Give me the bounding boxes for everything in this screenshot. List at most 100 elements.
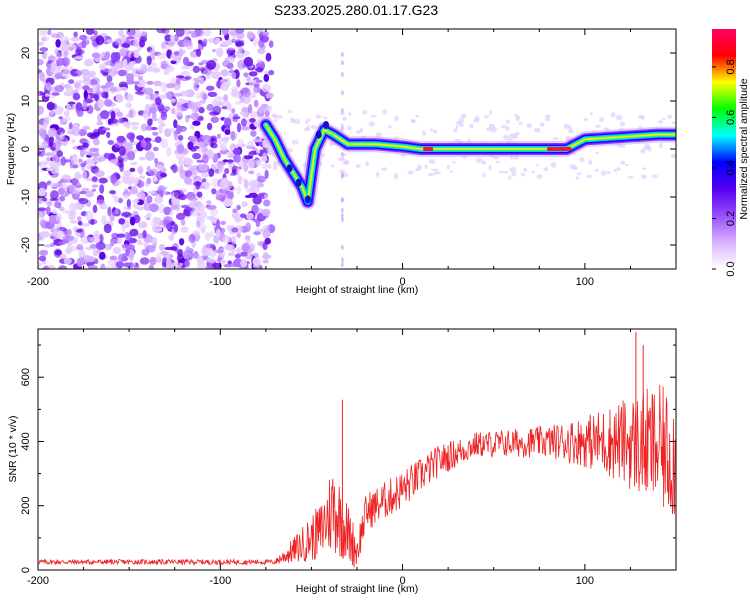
noise-blob <box>79 34 88 41</box>
noise-blob <box>138 242 147 246</box>
noise-blob <box>123 221 130 228</box>
noise-blob <box>143 137 152 143</box>
halo-blob <box>640 116 646 120</box>
noise-blob <box>265 92 274 99</box>
noise-blob <box>227 190 234 201</box>
noise-blob <box>46 101 55 111</box>
noise-blob <box>58 116 63 120</box>
noise-blob <box>61 209 70 214</box>
halo-blob <box>588 159 593 166</box>
noise-blob <box>205 247 214 252</box>
noise-blob <box>90 218 95 225</box>
halo-blob <box>595 124 601 128</box>
noise-blob <box>194 29 202 37</box>
noise-blob <box>222 60 229 66</box>
noise-blob <box>75 228 83 233</box>
noise-blob <box>158 243 165 251</box>
noise-blob <box>83 149 88 155</box>
tick-label: 20 <box>20 47 32 59</box>
noise-blob <box>192 250 199 259</box>
noise-blob <box>219 227 226 234</box>
halo-blob <box>449 170 454 173</box>
noise-blob <box>72 164 79 169</box>
noise-blob <box>121 243 130 249</box>
noise-blob <box>126 198 131 208</box>
noise-blob <box>129 216 136 226</box>
noise-blob <box>107 140 115 145</box>
noise-blob <box>146 56 152 66</box>
noise-blob <box>109 212 115 222</box>
noise-blob <box>241 243 250 253</box>
halo-blob <box>508 138 514 141</box>
tick-label: -100 <box>209 276 231 288</box>
noise-blob <box>216 47 224 58</box>
halo-blob <box>481 160 487 165</box>
noise-blob <box>44 93 50 97</box>
noise-blob <box>145 95 151 100</box>
noise-blob <box>208 37 215 43</box>
noise-blob <box>202 154 209 164</box>
noise-blob <box>259 228 269 233</box>
noise-blob <box>138 156 146 161</box>
halo-blob <box>474 116 480 121</box>
noise-blob <box>209 243 216 249</box>
noise-blob <box>119 48 127 57</box>
noise-blob <box>198 62 204 66</box>
halo-blob <box>421 130 426 134</box>
noise-blob <box>235 29 245 34</box>
noise-blob <box>209 208 219 217</box>
noise-blob <box>110 240 115 247</box>
noise-blob <box>65 184 75 194</box>
halo-blob <box>563 123 570 129</box>
noise-blob <box>68 122 73 130</box>
halo-blob <box>489 124 496 130</box>
noise-blob <box>176 77 181 86</box>
noise-blob <box>95 90 103 95</box>
noise-blob <box>263 251 268 257</box>
noise-blob <box>92 204 98 214</box>
halo-blob <box>460 113 467 119</box>
halo-blob <box>394 115 399 122</box>
noise-blob <box>195 92 202 100</box>
halo-blob <box>348 111 352 117</box>
noise-blob <box>201 144 208 153</box>
noise-blob <box>241 143 247 148</box>
noise-blob <box>118 218 126 225</box>
noise-blob <box>43 121 48 130</box>
noise-blob <box>149 49 156 56</box>
noise-blob <box>250 130 257 137</box>
noise-blob <box>47 127 58 137</box>
noise-blob <box>56 150 63 158</box>
noise-blob <box>190 112 200 121</box>
noise-blob <box>50 61 58 68</box>
noise-blob <box>39 72 46 82</box>
noise-blob <box>251 204 259 215</box>
snr-series <box>38 332 676 568</box>
noise-blob <box>109 118 118 124</box>
tick-label: 100 <box>576 575 594 587</box>
snr-y-label: SNR (10 * v/v) <box>7 415 19 482</box>
noise-blob <box>211 188 217 195</box>
colorbar-tick-label: 0.2 <box>725 211 737 226</box>
halo-blob <box>531 170 535 174</box>
colorbar-label: Normalized spectral amplitude <box>738 78 750 219</box>
noise-blob <box>252 257 261 267</box>
halo-blob <box>535 164 539 167</box>
noise-blob <box>139 39 145 48</box>
tick-label: -200 <box>27 575 49 587</box>
noise-blob <box>52 209 58 215</box>
halo-blob <box>605 171 611 174</box>
noise-blob <box>80 162 87 167</box>
tick-label: -200 <box>27 276 49 288</box>
halo-blob <box>475 157 483 164</box>
noise-blob <box>41 161 50 165</box>
noise-blob <box>38 41 45 46</box>
streak-blob <box>340 108 344 114</box>
noise-blob <box>100 110 110 120</box>
noise-blob <box>187 141 194 150</box>
tick-label: 100 <box>576 276 594 288</box>
noise-blob <box>59 36 70 43</box>
noise-blob <box>245 212 254 220</box>
